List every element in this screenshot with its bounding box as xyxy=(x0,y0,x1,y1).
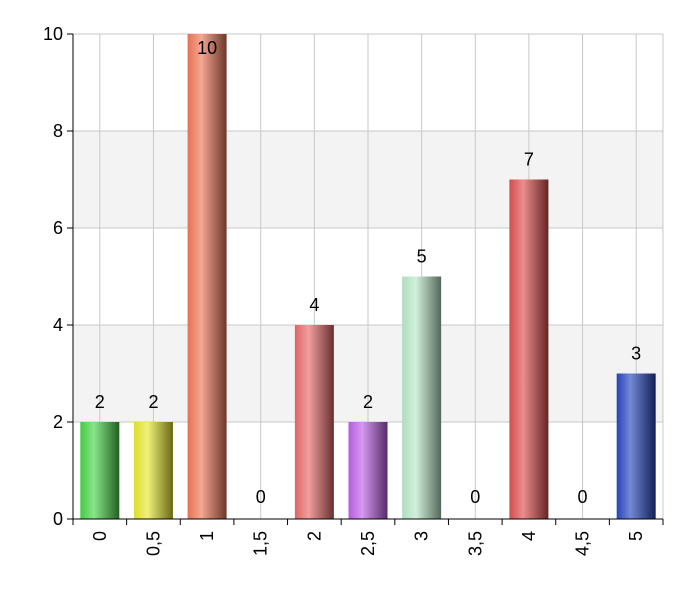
x-tick-label: 0,5 xyxy=(143,531,163,556)
y-tick-label: 4 xyxy=(53,315,63,335)
data-label: 7 xyxy=(524,150,534,170)
y-tick-label: 8 xyxy=(53,121,63,141)
bar-5 xyxy=(616,373,656,519)
y-axis-ticks: 0 2 4 6 8 10 xyxy=(43,24,73,529)
x-tick-label: 2,5 xyxy=(358,531,378,556)
bar-0 xyxy=(80,422,120,519)
x-tick-label: 3,5 xyxy=(465,531,485,556)
data-label: 10 xyxy=(197,38,217,58)
x-tick-label: 0 xyxy=(90,531,110,541)
x-tick-label: 3 xyxy=(412,531,432,541)
y-tick-label: 0 xyxy=(53,509,63,529)
data-labels: 2 2 10 0 4 2 5 0 7 0 3 xyxy=(95,38,641,507)
data-label: 2 xyxy=(363,392,373,412)
y-tick-label: 2 xyxy=(53,412,63,432)
data-label: 2 xyxy=(95,392,105,412)
bar-2 xyxy=(294,325,334,519)
x-axis-ticks: 0 0,5 1 1,5 2 2,5 3 3,5 4 4,5 5 xyxy=(72,519,664,556)
x-tick-label: 4,5 xyxy=(573,531,593,556)
x-tick-label: 5 xyxy=(626,531,646,541)
x-tick-label: 1 xyxy=(197,531,217,541)
bar-3 xyxy=(402,276,442,519)
x-tick-label: 2 xyxy=(304,531,324,541)
data-label: 2 xyxy=(148,392,158,412)
data-label: 0 xyxy=(470,487,480,507)
axes xyxy=(67,34,663,520)
bar-0,5 xyxy=(133,422,173,519)
x-tick-label: 4 xyxy=(519,531,539,541)
data-label: 5 xyxy=(417,247,427,267)
bar-2,5 xyxy=(348,422,388,519)
data-label: 3 xyxy=(631,344,641,364)
x-tick-label: 1,5 xyxy=(251,531,271,556)
data-label: 4 xyxy=(309,295,319,315)
bar-4 xyxy=(509,179,549,519)
y-tick-label: 10 xyxy=(43,24,63,44)
data-label: 0 xyxy=(256,487,266,507)
bars xyxy=(80,34,656,519)
data-label: 0 xyxy=(578,487,588,507)
y-tick-label: 6 xyxy=(53,218,63,238)
bar-1 xyxy=(187,34,227,519)
